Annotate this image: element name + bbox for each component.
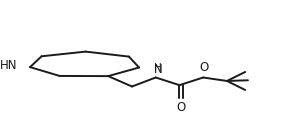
Text: H: H [154,63,162,73]
Text: O: O [177,101,186,114]
Text: HN: HN [0,59,18,72]
Text: N: N [154,63,162,76]
Text: O: O [199,61,208,74]
